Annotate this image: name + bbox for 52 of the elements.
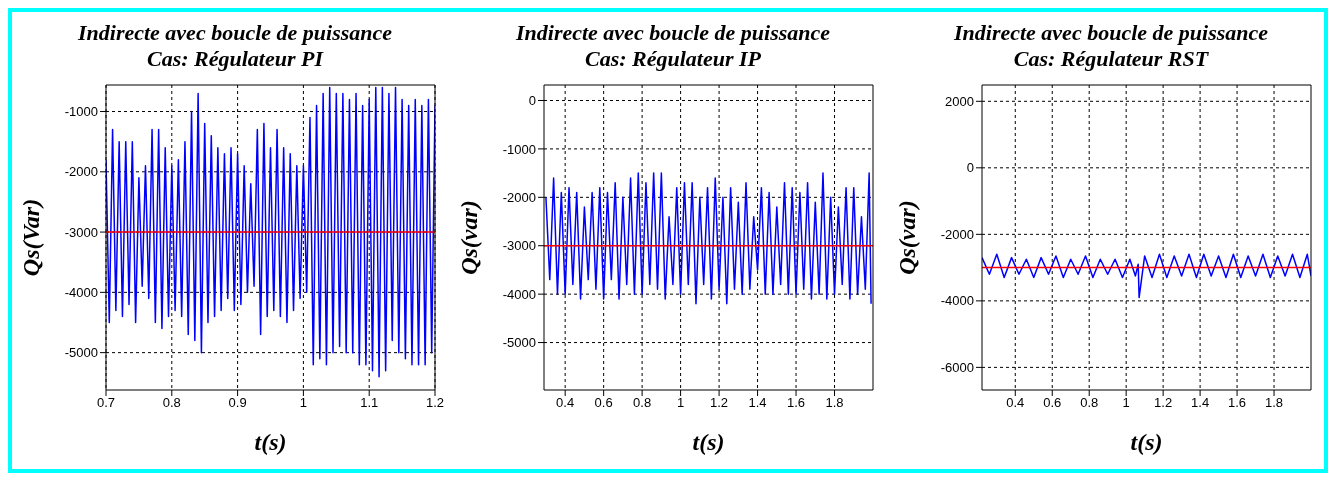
y-tick-label: -5000 xyxy=(64,345,98,361)
x-tick-label: 1.2 xyxy=(710,395,729,411)
y-axis-title: Qs(var) xyxy=(455,200,482,275)
x-tick-label: 1.4 xyxy=(748,395,767,411)
chart-subtitle: Cas: Régulateur IP xyxy=(584,46,762,72)
y-tick-label: -4000 xyxy=(64,284,98,300)
chart-subtitle: Cas: Régulateur RST xyxy=(1012,46,1210,72)
x-tick-label: 0.8 xyxy=(162,395,181,411)
y-tick-label: -4000 xyxy=(502,286,536,302)
y-tick-label: -4000 xyxy=(940,293,974,309)
y-tick-label: -5000 xyxy=(502,335,536,351)
y-tick-label: -3000 xyxy=(502,238,536,254)
x-tick-label: 1 xyxy=(1122,395,1130,411)
x-tick-label: 0.8 xyxy=(1080,395,1099,411)
x-tick-label: 0.6 xyxy=(1043,395,1062,411)
x-tick-label: 0.9 xyxy=(228,395,247,411)
x-tick-label: 1 xyxy=(299,395,308,411)
y-tick-label: -1000 xyxy=(64,104,98,120)
x-tick-label: 1.6 xyxy=(787,395,806,411)
x-tick-label: 0.4 xyxy=(556,395,575,411)
chart-title: Indirecte avec boucle de puissance xyxy=(514,20,832,46)
y-tick-label: -3000 xyxy=(64,224,98,240)
chart-subtitle: Cas: Régulateur PI xyxy=(146,46,325,72)
y-axis-title: Qs(var) xyxy=(893,200,920,275)
y-tick-label: 0 xyxy=(966,160,974,176)
chart-title: Indirecte avec boucle de puissance xyxy=(76,20,394,46)
x-tick-label: 0.7 xyxy=(96,395,116,411)
y-tick-label: -6000 xyxy=(940,360,974,375)
x-tick-label: 1.2 xyxy=(425,395,445,411)
x-tick-label: 1.8 xyxy=(825,395,844,411)
x-tick-label: 0.4 xyxy=(1006,395,1025,411)
x-tick-label: 1.1 xyxy=(360,395,379,411)
y-tick-label: -1000 xyxy=(502,141,536,157)
x-tick-label: 0.8 xyxy=(633,395,652,411)
x-axis-title: t(s) xyxy=(254,429,287,455)
y-tick-label: -2000 xyxy=(940,226,974,242)
y-tick-label: -2000 xyxy=(64,164,98,180)
chart-title: Indirecte avec boucle de puissance xyxy=(952,20,1270,46)
line-series xyxy=(545,172,872,305)
x-tick-label: 1.2 xyxy=(1154,395,1173,411)
y-tick-label: 0 xyxy=(528,93,536,109)
line-series xyxy=(982,253,1311,299)
x-axis-title: t(s) xyxy=(692,429,725,455)
x-axis-title: t(s) xyxy=(1130,429,1163,455)
x-tick-label: 1 xyxy=(676,395,685,411)
x-tick-label: 1.8 xyxy=(1264,395,1284,411)
y-tick-label: 2000 xyxy=(945,93,974,109)
y-tick-label: -2000 xyxy=(502,189,536,205)
y-axis-title: Qs(Var) xyxy=(17,198,44,277)
x-tick-label: 1.4 xyxy=(1191,395,1210,411)
x-tick-label: 1.6 xyxy=(1228,395,1247,411)
x-tick-label: 0.6 xyxy=(594,395,613,411)
